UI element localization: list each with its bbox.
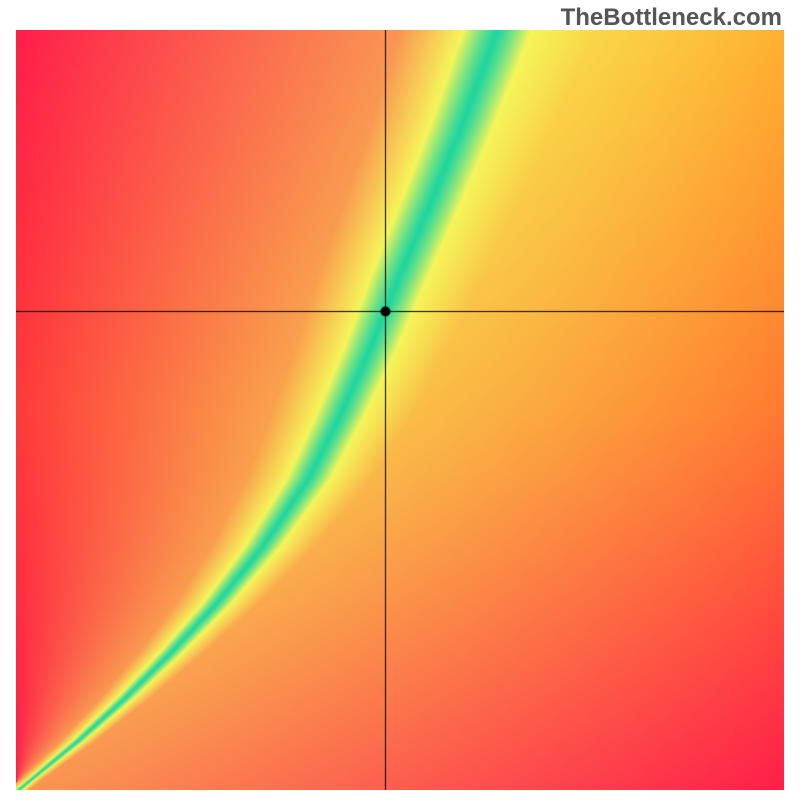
chart-container: TheBottleneck.com: [0, 0, 800, 800]
bottleneck-heatmap: [16, 30, 784, 790]
watermark-text: TheBottleneck.com: [561, 4, 782, 32]
